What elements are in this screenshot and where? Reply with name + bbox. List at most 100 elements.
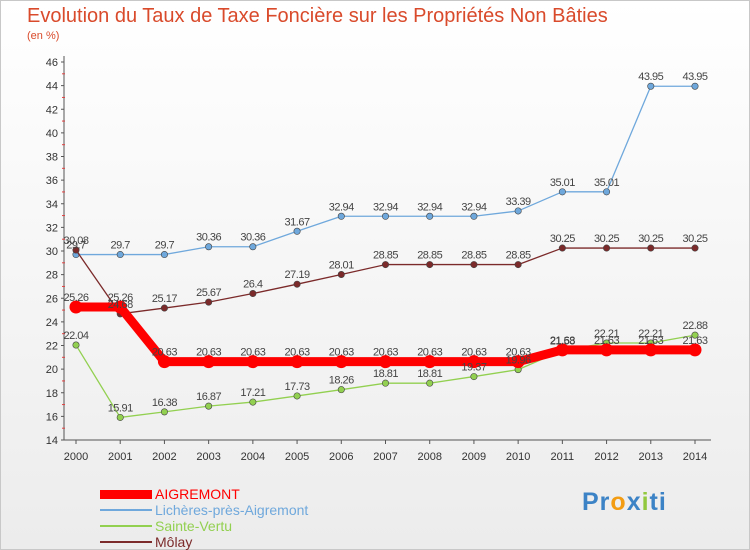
data-point [558,244,566,252]
data-point [205,402,213,410]
data-point [688,343,702,357]
data-label: 22.21 [638,328,663,340]
data-point [600,343,614,357]
data-label: 17.21 [240,387,265,399]
data-label: 20.63 [196,347,221,359]
data-point [647,244,655,252]
data-point [293,227,301,235]
data-label: 28.85 [506,250,531,262]
data-label: 20.63 [506,347,531,359]
data-point [426,379,434,387]
data-label: 25.26 [63,292,88,304]
logo-letters: i [641,488,650,516]
data-label: 20.63 [240,347,265,359]
data-label: 20.63 [152,347,177,359]
data-point [337,386,345,394]
data-label: 26.4 [243,279,263,291]
data-point [379,355,392,369]
data-label: 30.25 [638,233,663,245]
data-point [644,343,658,357]
data-label: 31.67 [285,216,310,228]
data-point [603,244,611,252]
data-label: 29.7 [155,240,175,252]
data-point [334,355,348,369]
data-point [381,379,389,387]
data-point [116,413,124,421]
x-tick-label: 2012 [594,451,618,463]
y-tick-label: 46 [46,57,58,69]
data-label: 35.01 [594,177,619,189]
legend-swatch [100,525,152,527]
y-tick-label: 30 [46,246,58,258]
data-label: 20.63 [417,347,442,359]
data-label: 20.63 [329,347,354,359]
data-point [558,188,566,196]
data-label: 16.38 [152,397,177,409]
data-label: 30.36 [240,232,265,244]
legend-label: Lichères-près-Aigremont [155,502,309,518]
data-label: 29.7 [111,240,131,252]
legend-label: Môlay [155,534,193,550]
x-tick-label: 2008 [417,451,441,463]
data-point [426,261,434,269]
data-label: 18.81 [417,368,442,380]
data-point [470,373,478,381]
data-label: 30.08 [63,235,88,247]
logo-letters: Pr [582,488,611,516]
data-point [72,246,80,254]
data-label: 30.25 [550,233,575,245]
proxiti-logo: Proxiti [582,488,667,517]
data-label: 21.63 [682,335,707,347]
y-tick-label: 24 [46,317,58,329]
data-point [470,261,478,269]
data-point [423,355,437,369]
data-point [555,343,569,357]
data-point [249,243,257,251]
data-label: 33.39 [506,196,531,208]
data-label: 25.26 [108,292,133,304]
data-point [293,280,301,288]
data-label: 28.01 [329,260,354,272]
data-label: 21.58 [550,335,575,347]
x-tick-label: 2014 [683,451,707,463]
data-label: 43.95 [638,71,663,83]
data-point [514,261,522,269]
data-label: 22.04 [63,330,88,342]
data-label: 25.67 [196,287,221,299]
data-label: 16.87 [196,391,221,403]
data-label: 20.63 [373,347,398,359]
legend-label: Sainte-Vertu [155,518,233,534]
data-label: 19.37 [461,362,486,374]
y-tick-label: 36 [46,175,58,187]
x-tick-label: 2004 [241,451,265,463]
x-tick-label: 2010 [506,451,530,463]
data-point [381,261,389,269]
data-label: 24.68 [108,299,133,311]
data-point [337,212,345,220]
data-label: 22.88 [682,320,707,332]
legend-swatch [100,489,152,499]
data-point [691,82,699,90]
x-tick-label: 2005 [285,451,309,463]
x-tick-label: 2001 [108,451,132,463]
data-point [202,355,216,369]
x-tick-label: 2000 [64,451,88,463]
y-tick-label: 42 [46,104,58,116]
y-tick-label: 22 [46,341,58,353]
x-tick-label: 2007 [373,451,397,463]
data-label: 20.63 [285,347,310,359]
data-point [426,212,434,220]
y-tick-label: 28 [46,270,58,282]
logo-letters: ti [649,488,667,516]
data-point [603,188,611,196]
data-label: 20.63 [461,347,486,359]
data-label: 21.63 [550,335,575,347]
x-tick-label: 2002 [152,451,176,463]
data-point [160,408,168,416]
data-label: 28.85 [461,250,486,262]
data-point [205,243,213,251]
data-label: 18.26 [329,375,354,387]
data-point [205,298,213,306]
